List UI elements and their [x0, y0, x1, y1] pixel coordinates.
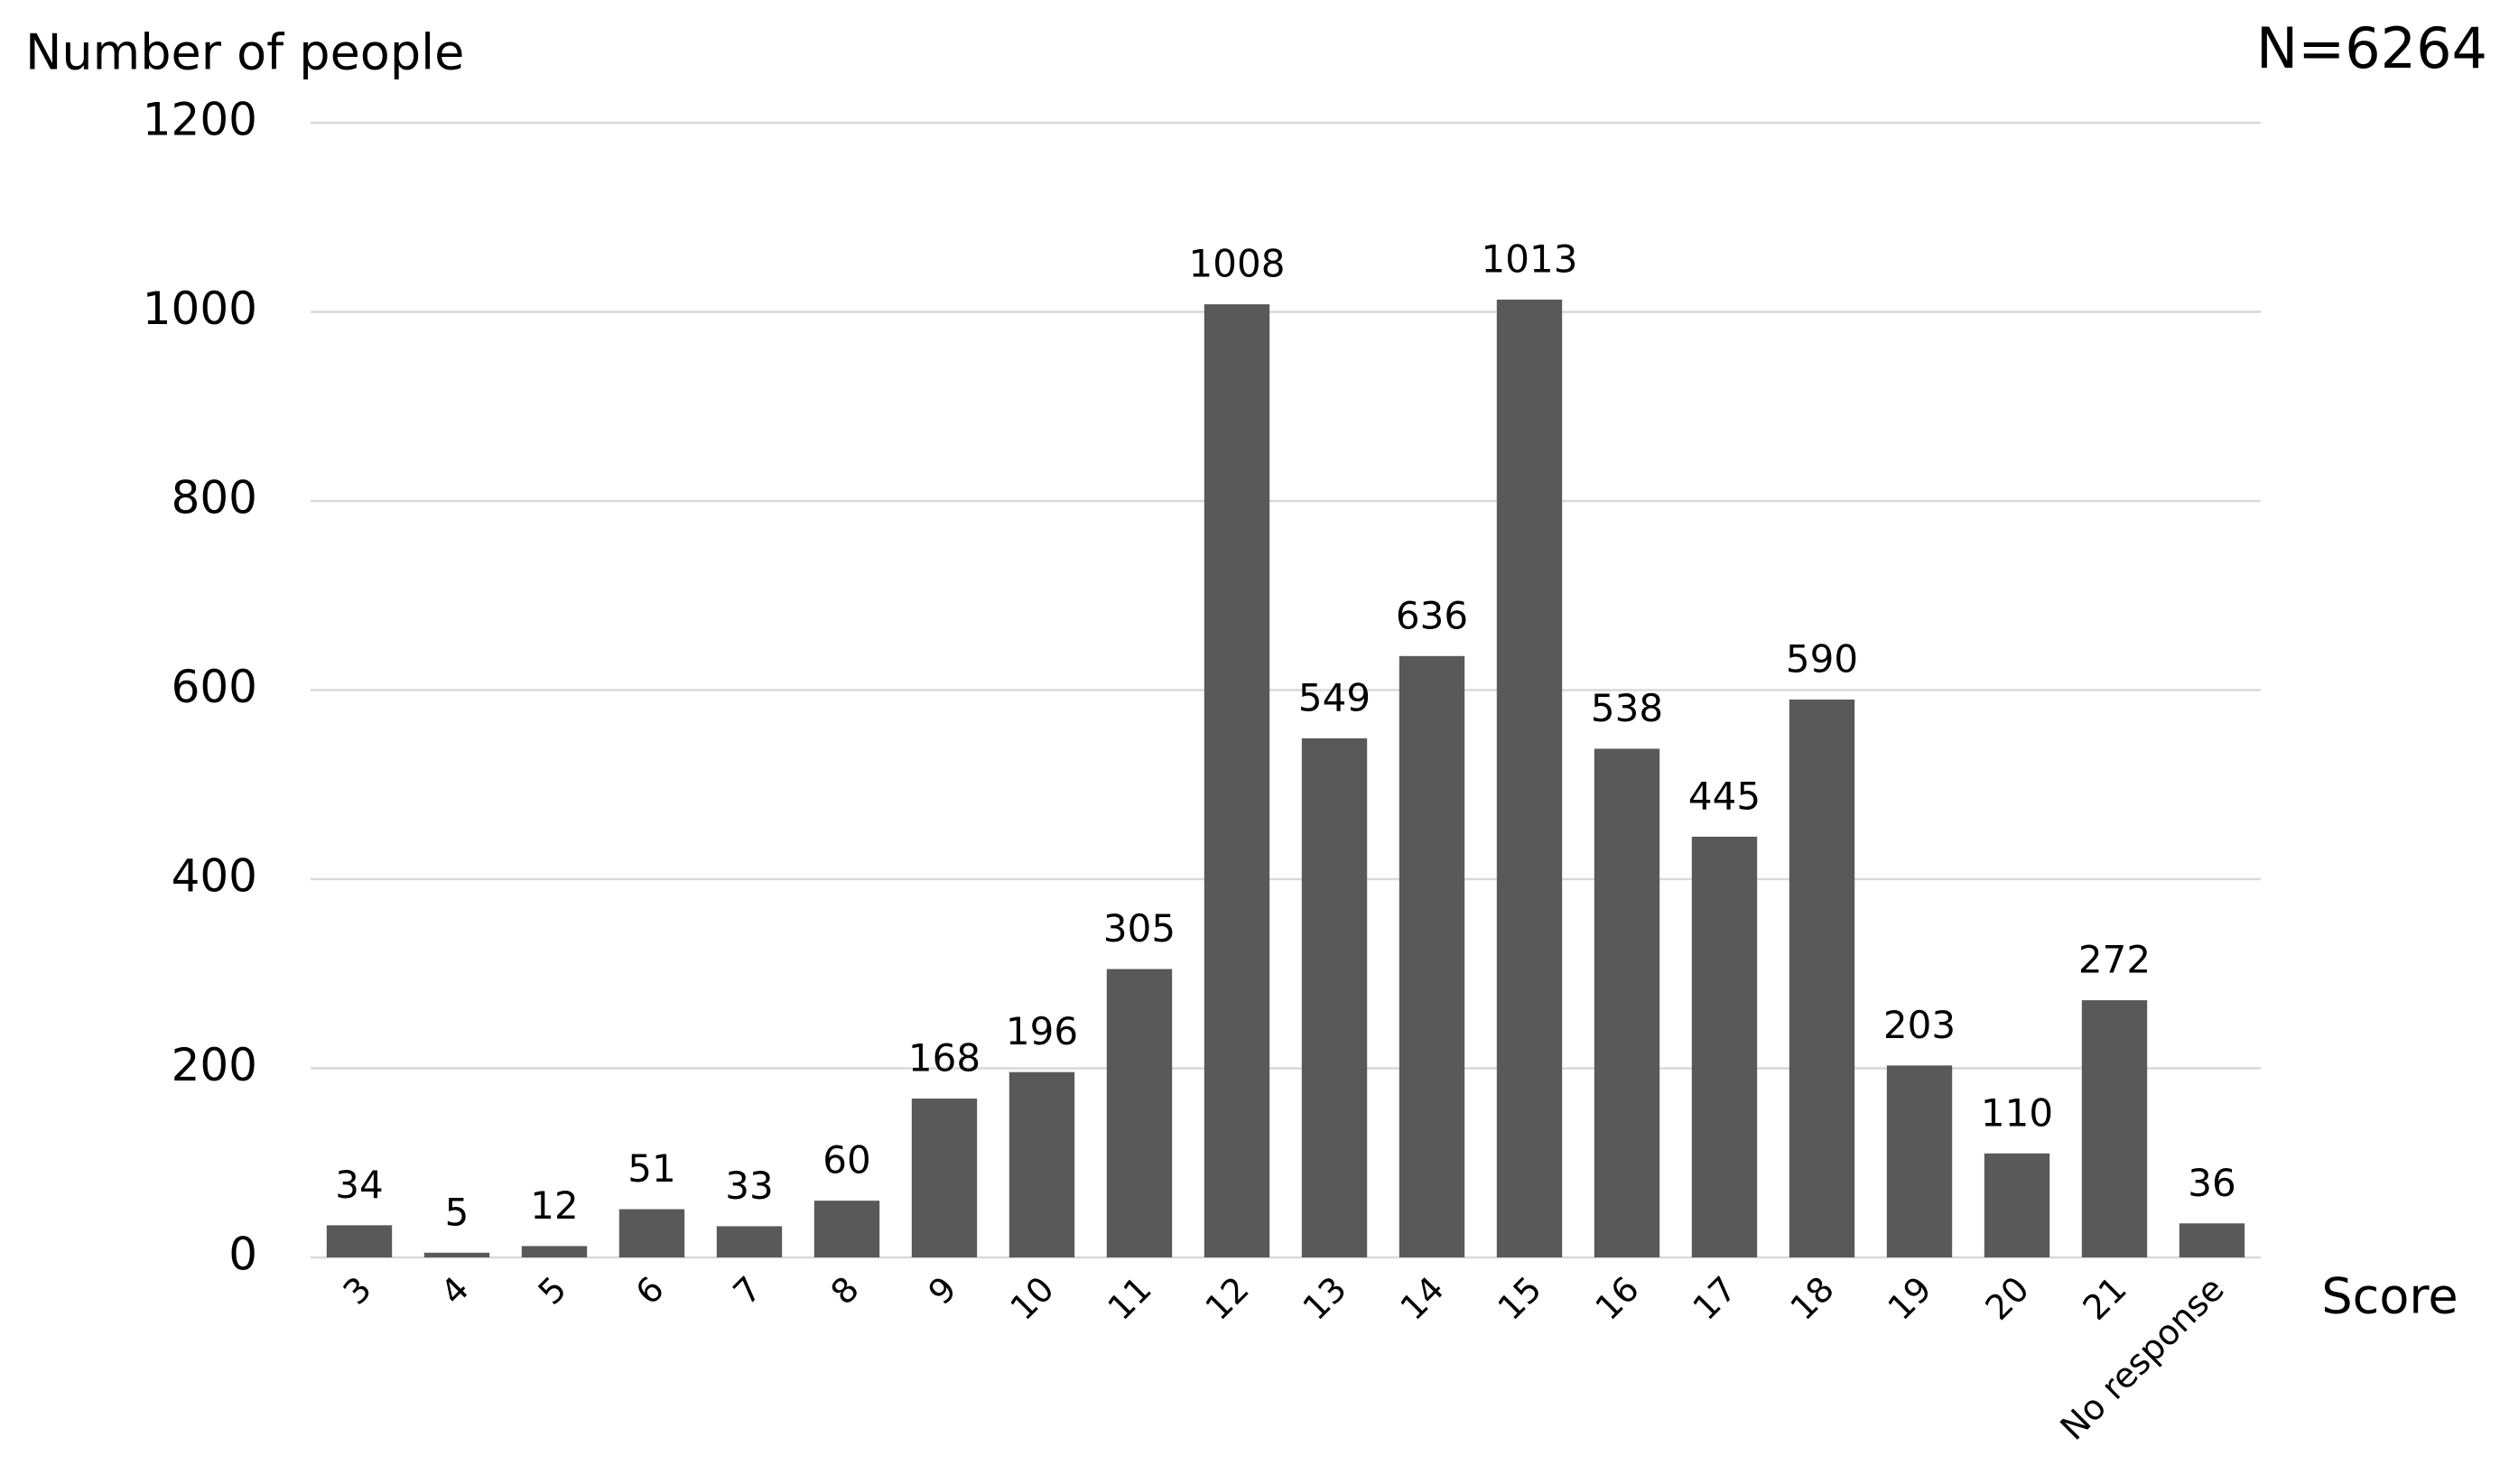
value-label: 168 — [908, 1036, 980, 1081]
value-label: 12 — [530, 1183, 578, 1228]
bar — [521, 1246, 588, 1257]
x-tick-label: 8 — [823, 1269, 867, 1312]
bar — [1984, 1153, 2050, 1257]
value-label: 203 — [1883, 1003, 1956, 1047]
value-label: 1013 — [1482, 237, 1578, 281]
bar — [1301, 737, 1368, 1257]
value-label: 36 — [2188, 1161, 2235, 1205]
y-tick-label: 600 — [172, 661, 257, 713]
x-tick-label: 18 — [1782, 1269, 1841, 1328]
bar — [911, 1099, 978, 1257]
value-label: 1008 — [1189, 242, 1286, 286]
bar — [1106, 969, 1173, 1257]
value-label: 51 — [627, 1146, 675, 1191]
x-tick-label: 9 — [921, 1269, 964, 1312]
value-label: 5 — [445, 1190, 469, 1234]
y-tick-label: 200 — [172, 1039, 257, 1091]
bar — [1594, 748, 1660, 1257]
value-label: 445 — [1688, 774, 1761, 818]
bar — [716, 1226, 783, 1257]
x-tick-label: 7 — [726, 1269, 769, 1312]
x-tick-label: 3 — [336, 1269, 379, 1312]
value-label: 590 — [1786, 636, 1858, 681]
y-tick-label: 1200 — [143, 94, 257, 146]
value-label: 60 — [822, 1138, 870, 1183]
x-tick-label: 21 — [2075, 1269, 2133, 1328]
value-label: 110 — [1981, 1090, 2053, 1135]
x-tick-label: 6 — [628, 1269, 672, 1312]
bar — [2081, 1000, 2148, 1257]
x-tick-label: 16 — [1587, 1269, 1646, 1328]
x-tick-label: 15 — [1490, 1269, 1548, 1328]
y-axis-title: Number of people — [25, 24, 464, 81]
bar — [1204, 304, 1270, 1257]
sample-size: N=6264 — [2256, 15, 2487, 81]
bar — [1789, 699, 1855, 1257]
y-tick-label: 800 — [172, 472, 257, 524]
value-label: 272 — [2078, 938, 2151, 982]
y-tick-label: 0 — [228, 1229, 257, 1281]
value-label: 196 — [1006, 1009, 1078, 1053]
x-tick-label: 11 — [1100, 1269, 1158, 1328]
bar — [1496, 299, 1563, 1257]
x-tick-label: 10 — [1002, 1269, 1061, 1328]
bar — [618, 1209, 685, 1257]
bar — [1886, 1065, 1953, 1257]
bar — [423, 1252, 490, 1257]
value-label: 636 — [1396, 593, 1468, 637]
value-label: 33 — [725, 1164, 773, 1208]
bar — [326, 1225, 393, 1257]
bar — [813, 1201, 880, 1257]
x-axis-title: Score — [2321, 1268, 2458, 1325]
x-tick-label: 4 — [433, 1269, 477, 1312]
x-tick-label: 5 — [531, 1269, 574, 1312]
bar — [1399, 655, 1465, 1257]
x-tick-label: 17 — [1685, 1269, 1743, 1328]
bar — [1691, 836, 1758, 1257]
x-tick-label: 14 — [1392, 1269, 1451, 1328]
value-label: 34 — [335, 1163, 383, 1207]
value-label: 549 — [1298, 675, 1371, 719]
bar — [2179, 1223, 2245, 1257]
y-tick-label: 400 — [172, 850, 257, 903]
y-tick-label: 1000 — [143, 283, 257, 335]
x-tick-label: 20 — [1977, 1269, 2036, 1328]
x-tick-label: 19 — [1880, 1269, 1938, 1328]
x-tick-label: 13 — [1295, 1269, 1353, 1328]
x-tick-label: 12 — [1197, 1269, 1256, 1328]
value-label: 538 — [1591, 686, 1663, 730]
bar — [1008, 1071, 1075, 1257]
value-label: 305 — [1103, 906, 1176, 951]
